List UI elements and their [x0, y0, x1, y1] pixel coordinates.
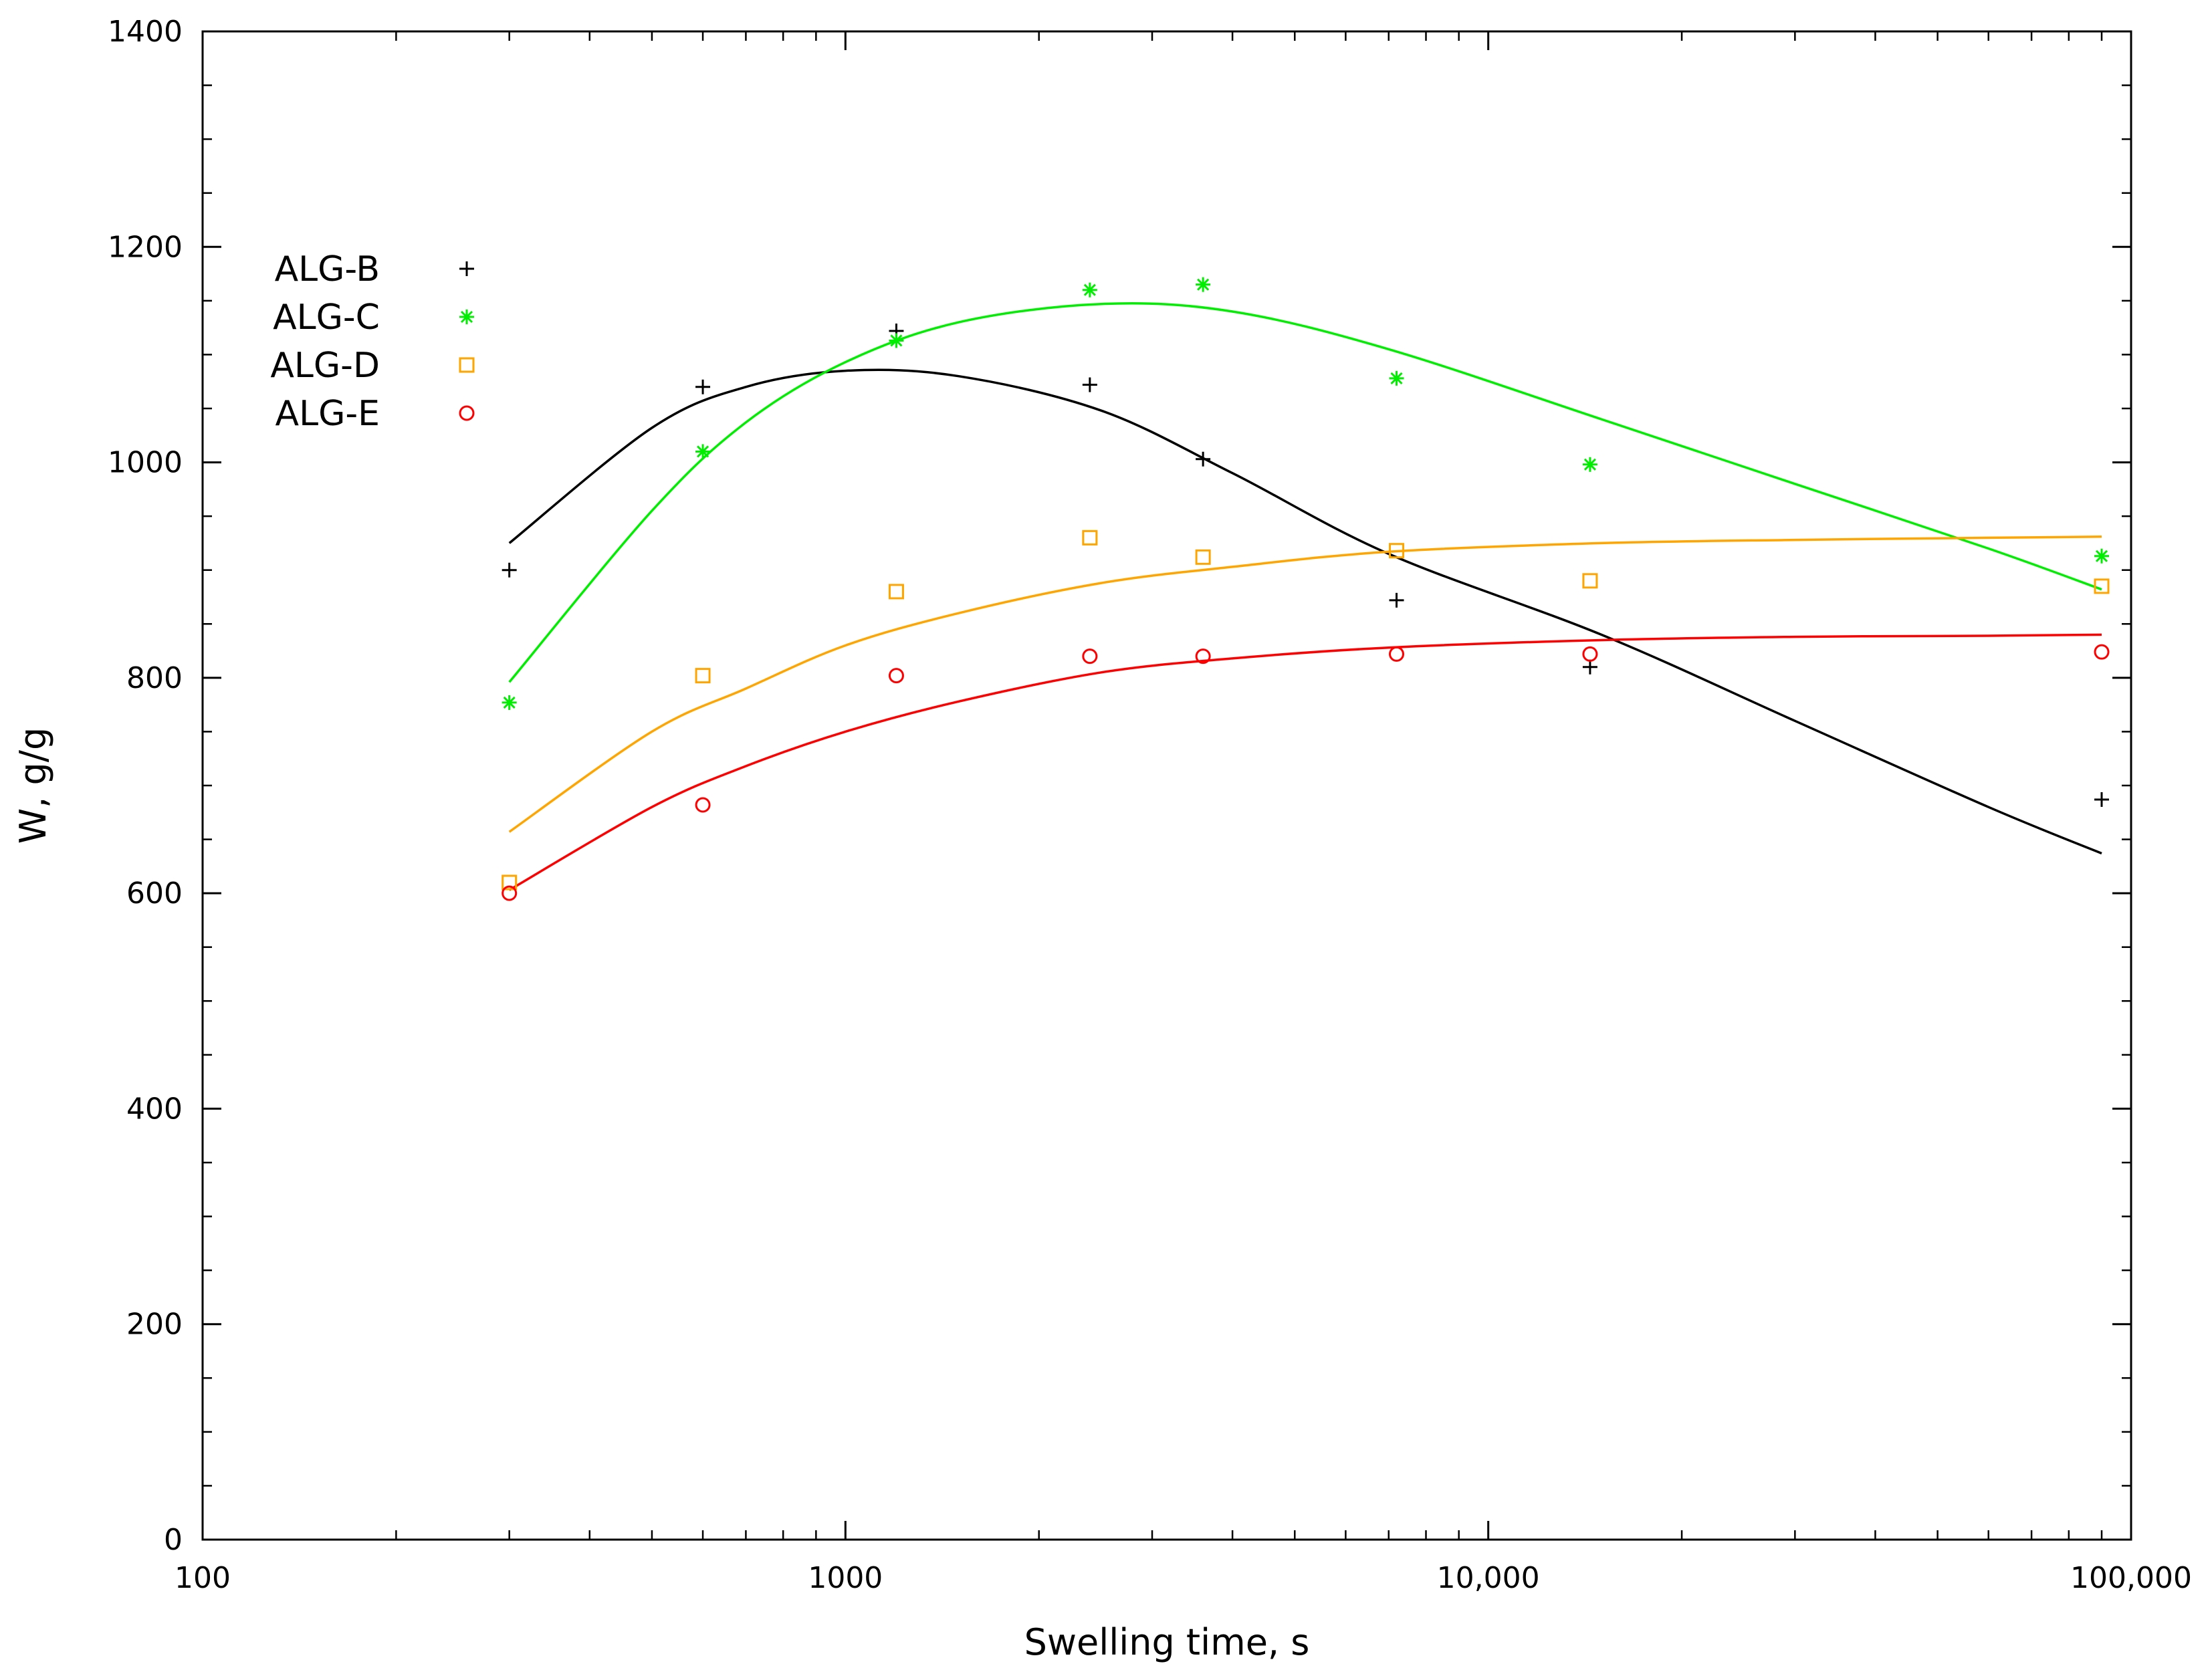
data-point-alg-b: [1582, 659, 1597, 675]
data-point-alg-b: [1082, 377, 1097, 392]
legend-marker-alg-d-box: [459, 357, 475, 373]
data-point-alg-c-d2: [697, 445, 709, 458]
legend: ALG-B ALG-C ALG-D ALG-E: [270, 249, 475, 434]
data-point-alg-b: [502, 562, 517, 578]
legend-label-alg-c: ALG-C: [273, 297, 380, 338]
data-point-alg-d: [1582, 573, 1598, 589]
data-point-alg-e-ring: [1082, 648, 1098, 665]
legend-label-alg-b: ALG-B: [275, 249, 380, 289]
y-tick-label: 1000: [108, 446, 183, 480]
data-point-alg-d: [502, 874, 518, 890]
data-point-alg-d-box: [1082, 529, 1098, 546]
fit-curve-alg-d: [508, 535, 2102, 833]
data-point-alg-e-ring: [888, 668, 904, 684]
data-point-alg-d: [1389, 543, 1405, 559]
data-point-alg-c: [2094, 548, 2110, 564]
data-point-alg-b: [2094, 792, 2110, 807]
data-point-alg-d-box: [502, 874, 518, 890]
y-tick-label: 0: [164, 1523, 183, 1557]
data-point-alg-c: [889, 333, 904, 348]
data-point-alg-c: [1082, 282, 1097, 297]
y-tick-label: 600: [126, 876, 183, 911]
plot-frame: [201, 30, 2132, 1541]
fit-curves-layer: [508, 302, 2102, 891]
x-tick-label: 1000: [808, 1561, 883, 1595]
data-point-alg-c: [502, 695, 517, 710]
data-point-alg-d: [888, 584, 904, 600]
data-point-alg-e: [2094, 644, 2110, 660]
data-point-alg-c-d2: [1583, 458, 1596, 471]
data-point-alg-c-d2: [890, 334, 903, 347]
data-point-alg-e-ring: [502, 885, 518, 901]
data-point-alg-d-box: [1582, 573, 1598, 589]
data-points-layer: [502, 277, 2110, 901]
data-point-alg-e-ring: [1389, 646, 1405, 662]
data-point-alg-c: [695, 444, 711, 459]
y-axis-title: W, g/g: [12, 727, 54, 844]
y-tick-label: 1200: [108, 230, 183, 264]
y-tick-label: 800: [126, 661, 183, 695]
x-tick-label: 10,000: [1437, 1561, 1540, 1595]
data-point-alg-c: [1389, 370, 1404, 386]
data-point-alg-d: [1195, 549, 1211, 565]
data-point-alg-e: [1389, 646, 1405, 662]
data-point-alg-c-d2: [1390, 372, 1403, 384]
legend-marker-alg-c: [459, 310, 474, 324]
x-axis-title: Swelling time, s: [1024, 1621, 1310, 1663]
data-point-alg-b: [1389, 592, 1404, 608]
legend-label-alg-e: ALG-E: [275, 394, 380, 434]
legend-marker-alg-d: [459, 357, 475, 373]
data-point-alg-b: [695, 379, 711, 394]
y-tick-label: 1400: [108, 15, 183, 49]
ticks-layer: 100 1000 10,000 100,000 0 200 400 600 800 1000 120…: [108, 15, 2192, 1595]
data-point-alg-e: [1582, 646, 1598, 662]
legend-marker-alg-e: [459, 405, 475, 421]
y-tick-label: 400: [126, 1092, 183, 1126]
data-point-alg-d: [695, 668, 711, 684]
y-tick-label: 200: [126, 1308, 183, 1342]
legend-label-alg-d: ALG-D: [270, 346, 380, 386]
data-point-alg-d: [1082, 529, 1098, 546]
fit-curve-alg-b: [508, 368, 2102, 855]
data-point-alg-c-d2: [1197, 278, 1210, 291]
data-point-alg-c-d2: [2095, 550, 2108, 562]
data-point-alg-e: [695, 797, 711, 813]
data-point-alg-d: [2094, 578, 2110, 594]
data-point-alg-d-box: [1195, 549, 1211, 565]
fit-curve-alg-e: [508, 633, 2102, 891]
x-tick-label: 100: [175, 1561, 231, 1595]
data-point-alg-e: [502, 885, 518, 901]
data-point-alg-d-box: [695, 668, 711, 684]
x-tick-label: 100,000: [2070, 1561, 2192, 1595]
data-point-alg-e: [888, 668, 904, 684]
legend-marker-alg-b: [459, 261, 474, 276]
data-point-alg-e-ring: [2094, 644, 2110, 660]
legend-marker-alg-e-ring: [459, 405, 475, 421]
data-point-alg-e-ring: [1582, 646, 1598, 662]
data-point-alg-e-ring: [695, 797, 711, 813]
legend-marker-alg-c-d2: [460, 310, 473, 324]
fit-curve-alg-c: [508, 302, 2102, 683]
data-point-alg-e: [1082, 648, 1098, 665]
data-point-alg-c: [1196, 277, 1211, 292]
data-point-alg-e-ring: [1195, 648, 1211, 665]
data-point-alg-c: [1582, 457, 1597, 472]
data-point-alg-c-d2: [1083, 283, 1096, 296]
data-point-alg-d-box: [888, 584, 904, 600]
data-point-alg-c-d2: [503, 696, 516, 709]
data-point-alg-b: [1196, 451, 1211, 467]
data-point-alg-d-box: [2094, 578, 2110, 594]
data-point-alg-e: [1195, 648, 1211, 665]
data-point-alg-d-box: [1389, 543, 1405, 559]
